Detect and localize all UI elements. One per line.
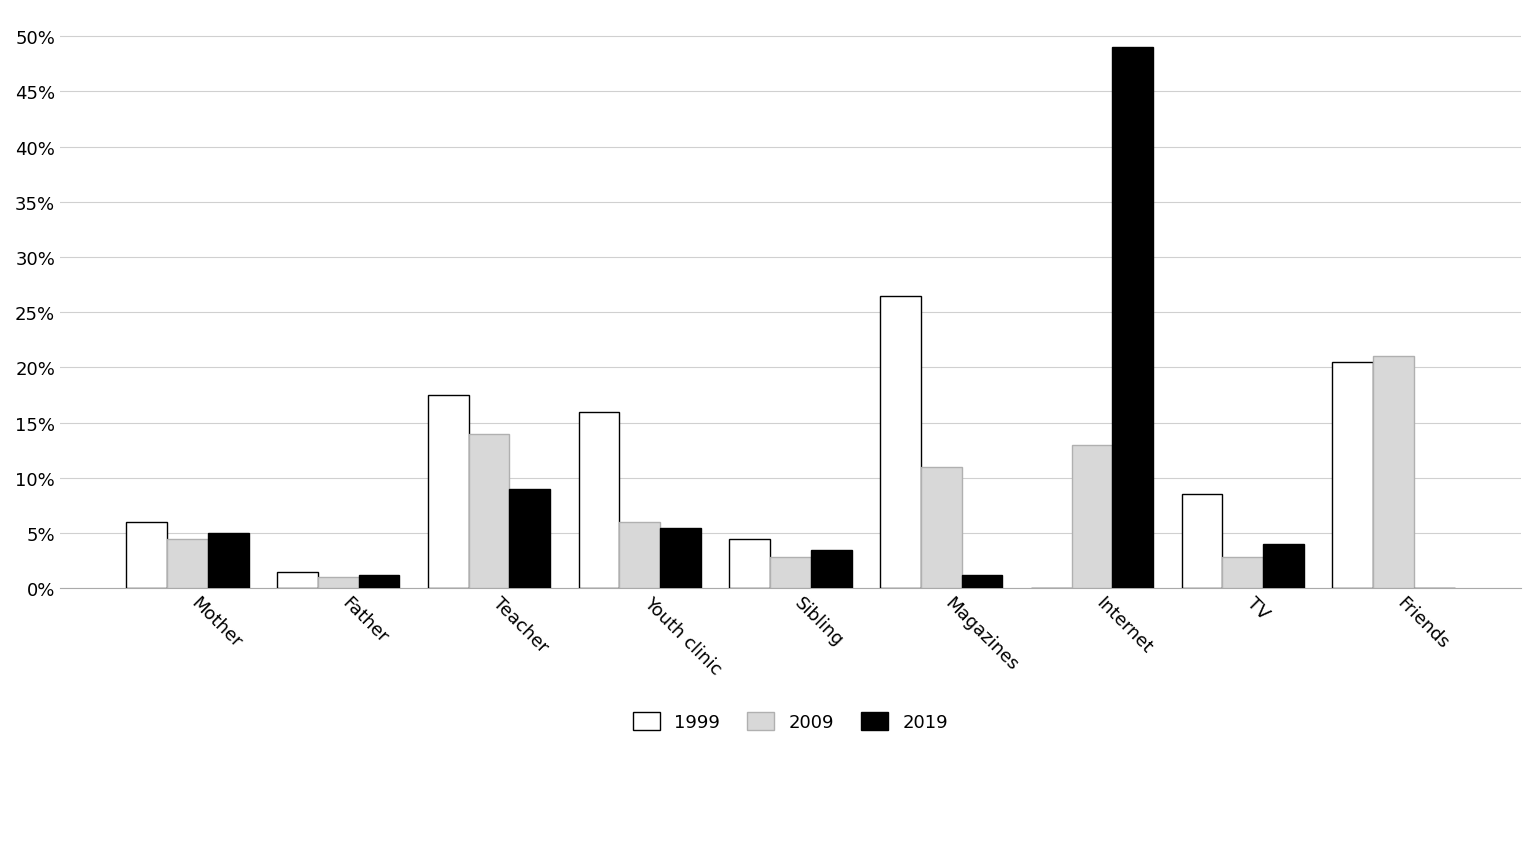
- Bar: [619, 522, 660, 588]
- Bar: [1373, 357, 1413, 588]
- Bar: [468, 434, 510, 588]
- Bar: [1112, 48, 1154, 588]
- Bar: [126, 522, 167, 588]
- Bar: [962, 576, 1003, 588]
- Bar: [730, 539, 770, 588]
- Bar: [1181, 495, 1223, 588]
- Bar: [660, 528, 700, 588]
- Bar: [276, 572, 318, 588]
- Legend: 1999, 2009, 2019: 1999, 2009, 2019: [624, 703, 957, 740]
- Bar: [207, 533, 249, 588]
- Bar: [811, 550, 851, 588]
- Bar: [429, 396, 468, 588]
- Bar: [880, 296, 922, 588]
- Bar: [1223, 558, 1263, 588]
- Bar: [167, 539, 207, 588]
- Bar: [579, 412, 619, 588]
- Bar: [770, 558, 811, 588]
- Bar: [1263, 544, 1304, 588]
- Bar: [1072, 445, 1112, 588]
- Bar: [510, 490, 550, 588]
- Bar: [922, 468, 962, 588]
- Bar: [1332, 362, 1373, 588]
- Bar: [358, 576, 399, 588]
- Bar: [318, 577, 358, 588]
